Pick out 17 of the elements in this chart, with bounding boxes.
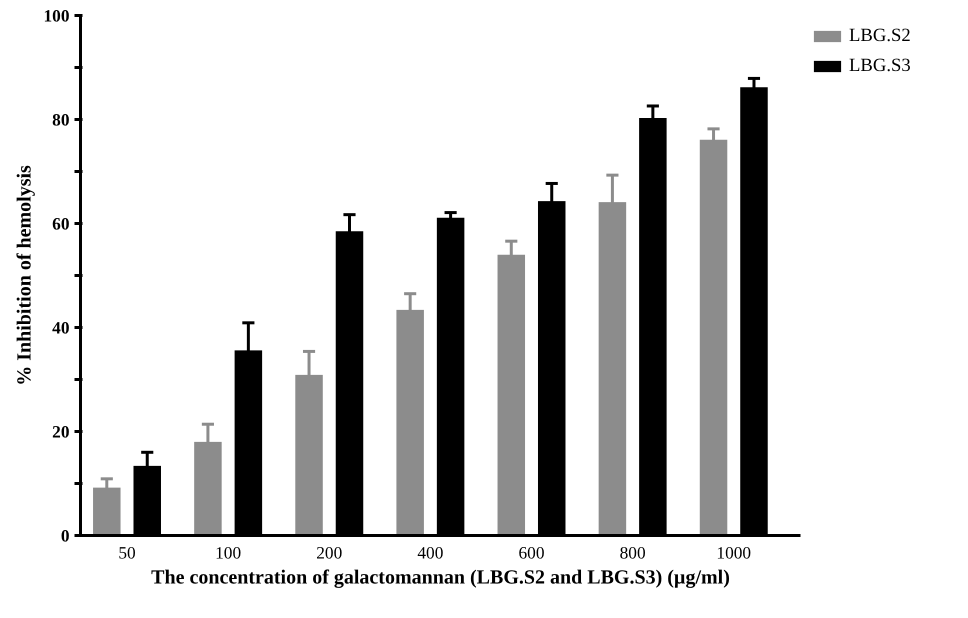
- y-tick-label: 100: [44, 6, 70, 26]
- x-tick-label: 50: [118, 544, 136, 562]
- x-tick-label: 200: [316, 544, 342, 562]
- x-tick-label: 800: [620, 544, 646, 562]
- legend-label: LBG.S3: [849, 55, 911, 77]
- y-tick-label: 40: [52, 318, 70, 338]
- x-tick-label: 100: [215, 544, 242, 562]
- y-axis-title: % Inhibition of hemolysis: [14, 164, 36, 386]
- x-axis-title: The concentration of galactomannan (LBG.S2 and LBG.S3) (µg/ml): [151, 566, 730, 588]
- y-tick-label: 80: [52, 110, 70, 130]
- x-tick-label: 1000: [716, 544, 752, 562]
- y-tick-label: 0: [60, 526, 70, 546]
- legend-label: LBG.S2: [849, 25, 911, 47]
- y-tick-label: 20: [52, 422, 70, 442]
- y-tick-label: 60: [52, 214, 70, 234]
- x-tick-label: 400: [417, 544, 444, 562]
- x-tick-label: 600: [518, 544, 545, 562]
